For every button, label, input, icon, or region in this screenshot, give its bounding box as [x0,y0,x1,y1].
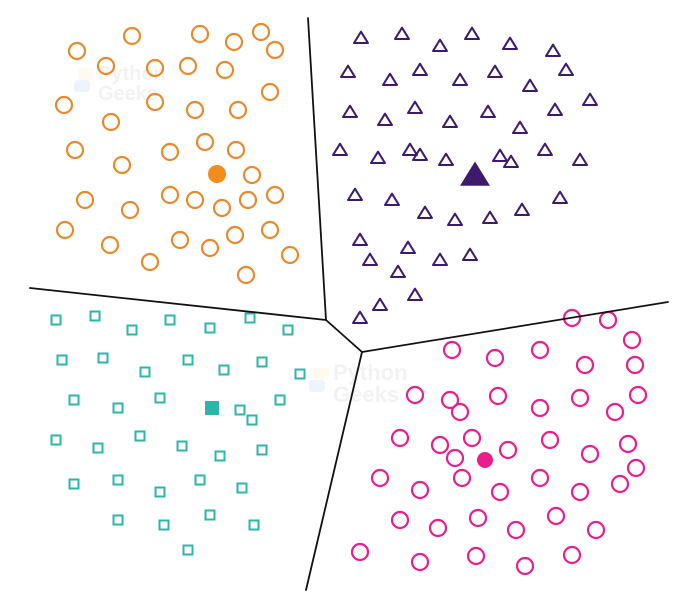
watermark-logo-blue [309,380,325,392]
watermark-text2: Geeks [98,83,158,105]
watermark-logo-yellow [78,68,94,80]
centroid-teal-squares [205,401,219,415]
watermark-logo-blue [74,80,90,92]
watermark-text2: Geeks [333,382,399,407]
centroid-magenta-circles [477,452,493,468]
centroid-orange-circles [208,165,226,183]
chart-svg: PythonGeeksPythonGeeks [0,0,690,608]
watermark-logo-yellow [313,368,329,380]
kmeans-voronoi-chart: PythonGeeksPythonGeeks [0,0,690,608]
